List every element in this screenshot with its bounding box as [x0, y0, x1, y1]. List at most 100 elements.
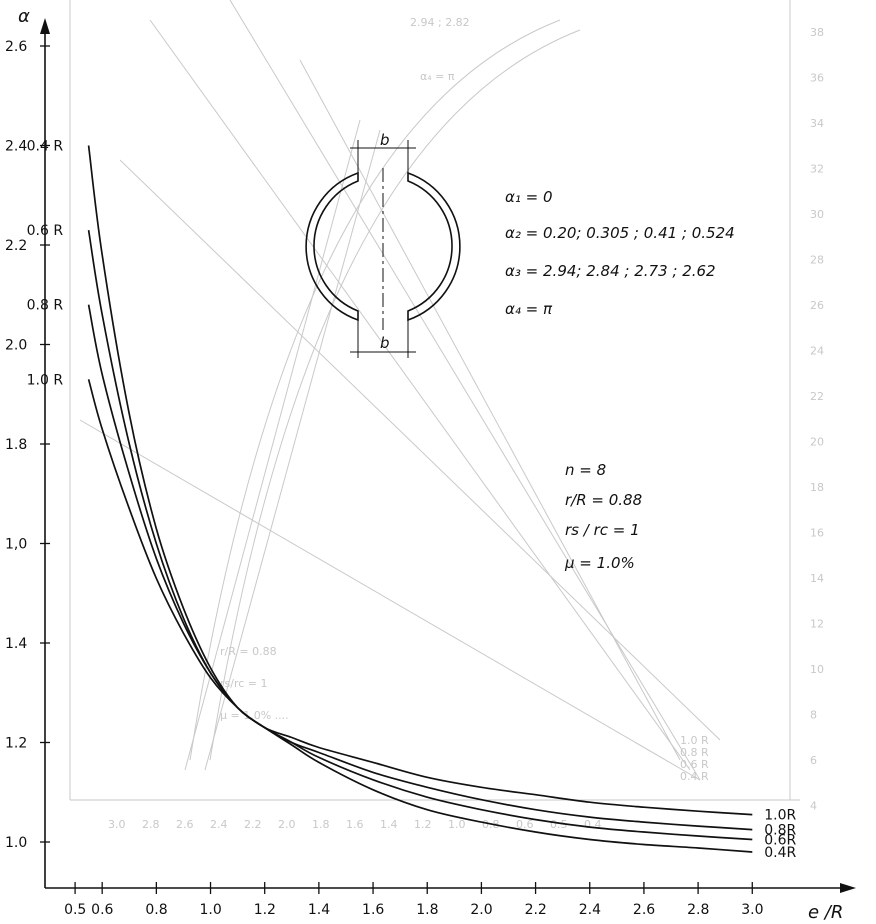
curve-end-label-08r: 0.8R [764, 823, 796, 839]
param-rs-over-rc: rs / rc = 1 [565, 521, 640, 539]
ghost-bottom-tick: 0.5 [550, 818, 568, 831]
y-tick-label: 2.6 [5, 39, 27, 55]
y-tick-label: 1.0 [5, 835, 27, 851]
ghost-legend-text: 0.6 R [680, 758, 709, 771]
alpha-line-4: α₄ = π [505, 300, 553, 318]
x-tick-label: 1.8 [416, 902, 438, 918]
ghost-formula-text: 2.94 ; 2.82 [410, 16, 470, 29]
show-through-layer: 2.94 ; 2.82 α₄ = π 38 36 34 32 30 28 26 24 22 20 18 1… [69, 0, 824, 831]
x-tick-label: 0.6 [91, 902, 113, 918]
x-tick-label: 1.4 [308, 902, 330, 918]
ghost-right-tick: 20 [810, 436, 824, 449]
alpha-line-1: α₁ = 0 [505, 188, 553, 206]
x-axis-ticks: 0.5 0.6 0.8 1.0 1.2 1.4 1.6 1.8 2.0 2.2 2.4 2.6 2.8 3… [64, 882, 764, 918]
right-shell-arc [407, 171, 461, 322]
ghost-legend-text: 0.4 R [680, 770, 709, 783]
ghost-line [184, 119, 361, 771]
ghost-bottom-tick: 0.4 [584, 818, 602, 831]
ghost-right-tick: 26 [810, 299, 824, 312]
x-tick-label: 2.6 [633, 902, 655, 918]
curve-06r [87, 229, 753, 841]
ghost-param-text: rs/rc = 1 [220, 677, 268, 690]
ghost-bottom-tick: 1.2 [414, 818, 432, 831]
ghost-right-tick: 18 [810, 481, 824, 494]
y-tick-label: 2.0 [5, 338, 27, 354]
y-tick-label: 1.4 [5, 636, 27, 652]
x-tick-label: 2.4 [579, 902, 601, 918]
ghost-curve [209, 29, 581, 761]
curves [87, 145, 753, 853]
ghost-bottom-tick: 2.8 [142, 818, 160, 831]
section-dim-top-label: b [380, 131, 390, 149]
ghost-line [119, 159, 721, 741]
ghost-bottom-tick: 2.2 [244, 818, 262, 831]
x-tick-label: 0.5 [64, 902, 86, 918]
curve-start-label-10r: 1.0 R [27, 372, 64, 388]
ghost-bottom-tick: 0.6 [516, 818, 534, 831]
ghost-right-tick: 38 [810, 26, 824, 39]
ghost-bottom-tick: 2.0 [278, 818, 296, 831]
y-tick-label: 2.4 [5, 139, 27, 155]
ghost-line [299, 59, 681, 761]
ghost-right-tick: 22 [810, 390, 824, 403]
alpha-annotations: α₁ = 0 α₂ = 0.20; 0.305 ; 0.41 ; 0.524 α… [505, 188, 735, 318]
x-tick-label: 2.8 [687, 902, 709, 918]
parameter-annotations: n = 8 r/R = 0.88 rs / rc = 1 μ = 1.0% [564, 461, 642, 572]
param-mu: μ = 1.0% [564, 554, 635, 572]
ghost-alpha-text: α₄ = π [420, 70, 455, 83]
y-tick-label: 2.2 [5, 238, 27, 254]
y-axis-ticks: 1.0 1.2 1.4 1,0 1.8 2.0 2.2 2.4 2.6 [5, 39, 50, 851]
ghost-line [229, 0, 701, 781]
ghost-line [149, 19, 691, 771]
ghost-right-tick: 4 [810, 800, 817, 813]
ghost-bottom-tick: 1.0 [448, 818, 466, 831]
ghost-legend-text: 0.8 R [680, 746, 709, 759]
alpha-line-2: α₂ = 0.20; 0.305 ; 0.41 ; 0.524 [505, 224, 735, 242]
x-tick-label: 1.2 [254, 902, 276, 918]
curve-labels: 0.4 R 0.4R 0.6 R 0.6R 0.8 R 0.8R 1.0 R 1.0R [27, 139, 797, 861]
y-tick-label: 1.2 [5, 736, 27, 752]
left-shell-arc [305, 171, 359, 322]
curve-end-label-10r: 1.0R [764, 808, 796, 824]
axes: α e /R [18, 6, 856, 923]
ghost-right-tick: 30 [810, 208, 824, 221]
ghost-right-tick: 36 [810, 72, 824, 85]
ghost-bottom-tick: 2.4 [210, 818, 228, 831]
ghost-param-text: r/R = 0.88 [220, 645, 277, 658]
curve-start-label-04r: 0.4 R [27, 139, 64, 155]
y-tick-label: 1,0 [5, 537, 27, 553]
ghost-legend-text: 1.0 R [680, 734, 709, 747]
ghost-right-tick: 34 [810, 117, 824, 130]
alpha-line-3: α₃ = 2.94; 2.84 ; 2.73 ; 2.62 [505, 262, 716, 280]
y-axis-arrow-icon [40, 18, 50, 34]
ghost-right-tick: 12 [810, 618, 824, 631]
x-axis-arrow-icon [840, 883, 856, 893]
ghost-bottom-tick: 2.6 [176, 818, 194, 831]
x-tick-label: 1.0 [200, 902, 222, 918]
ghost-bottom-tick: 1.4 [380, 818, 398, 831]
section-dim-bottom-label: b [380, 334, 390, 352]
ghost-bottom-tick: 3.0 [108, 818, 126, 831]
x-tick-label: 2.2 [525, 902, 547, 918]
x-tick-label: 2.0 [470, 902, 492, 918]
cross-section-diagram: b b [305, 131, 461, 358]
x-tick-label: 3.0 [741, 902, 763, 918]
ghost-right-tick: 28 [810, 254, 824, 267]
y-axis-title: α [18, 6, 30, 27]
ghost-right-tick: 16 [810, 527, 824, 540]
curve-10r [87, 379, 753, 816]
ghost-right-tick: 32 [810, 163, 824, 176]
x-axis-title: e /R [808, 902, 843, 923]
ghost-bottom-tick: 1.8 [312, 818, 330, 831]
ghost-right-tick: 24 [810, 345, 824, 358]
ghost-param-text: μ = 1.0% .... [220, 709, 289, 722]
curve-08r [87, 304, 753, 831]
ghost-curve [189, 19, 561, 761]
ghost-line [204, 129, 381, 771]
curve-start-label-06r: 0.6 R [27, 223, 64, 239]
ghost-right-tick: 6 [810, 754, 817, 767]
y-tick-label: 1.8 [5, 437, 27, 453]
curve-end-label-04r: 0.4R [764, 845, 796, 861]
curve-start-label-08r: 0.8 R [27, 298, 64, 314]
